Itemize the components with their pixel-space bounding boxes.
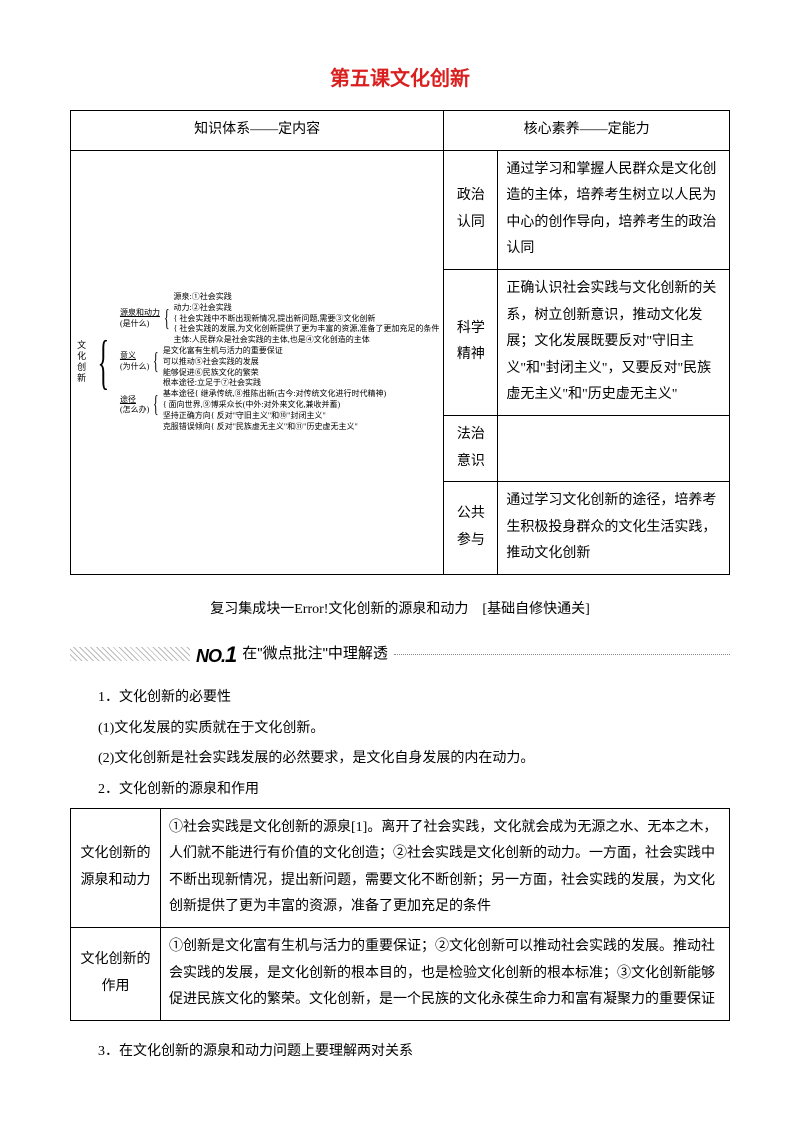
row-label-1: 科学精神 (444, 269, 498, 415)
t2-label-0: 文化创新的源泉和动力 (71, 808, 161, 927)
para-1: 1．文化创新的必要性 (70, 685, 730, 712)
row-text-0: 通过学习和掌握人民群众是文化创造的主体，培养考生树立以人民为中心的创作导向，培养… (498, 150, 730, 269)
header-left: 知识体系——定内容 (71, 111, 444, 151)
dots-decoration (394, 654, 730, 655)
para-1a: (1)文化发展的实质就在于文化创新。 (70, 716, 730, 743)
row-text-2 (498, 415, 730, 481)
header-right: 核心素养——定能力 (444, 111, 730, 151)
diagram-lines: 源泉和动力 (是什么) { 源泉:①社会实践 动力:②社会实践 { 社会实践中不… (120, 292, 439, 432)
t2-label-1: 文化创新的作用 (71, 928, 161, 1021)
row-text-1: 正确认识社会实践与文化创新的关系，树立创新意识，推动文化发展；文化发展既要反对"… (498, 269, 730, 415)
row-label-0: 政治认同 (444, 150, 498, 269)
para-1b: (2)文化创新是社会实践发展的必然要求，是文化自身发展的内在动力。 (70, 746, 730, 773)
knowledge-diagram-cell: 文化创新 { 源泉和动力 (是什么) { 源泉:①社会实践 动力:②社会实践 {… (71, 150, 444, 574)
page-title: 第五课文化创新 (70, 60, 730, 98)
row-label-2: 法治意识 (444, 415, 498, 481)
row-text-3: 通过学习文化创新的途径，培养考生积极投身群众的文化生活实践，推动文化创新 (498, 482, 730, 575)
hatch-decoration (70, 647, 190, 661)
no1-text: 在"微点批注"中理解透 (242, 640, 388, 669)
para-3: 3．在文化创新的源泉和动力问题上要理解两对关系 (70, 1039, 730, 1066)
bracket-icon: { (98, 332, 110, 392)
t2-text-0: ①社会实践是文化创新的源泉[1]。离开了社会实践，文化就会成为无源之水、无本之木… (161, 808, 730, 927)
row-label-3: 公共参与 (444, 482, 498, 575)
no1-row: NO.1 在"微点批注"中理解透 (70, 634, 730, 676)
para-2: 2．文化创新的源泉和作用 (70, 777, 730, 804)
t2-text-1: ①创新是文化富有生机与活力的重要保证；②文化创新可以推动社会实践的发展。推动社会… (161, 928, 730, 1021)
table-2: 文化创新的源泉和动力 ①社会实践是文化创新的源泉[1]。离开了社会实践，文化就会… (70, 808, 730, 1021)
section-subtitle: 复习集成块一Error!文化创新的源泉和动力 [基础自修快通关] (70, 597, 730, 624)
top-table: 知识体系——定内容 核心素养——定能力 文化创新 { 源泉和动力 (是什么) {… (70, 110, 730, 575)
diagram-root: 文化创新 (75, 340, 87, 384)
no1-label: NO.1 (196, 634, 236, 676)
knowledge-diagram: 文化创新 { 源泉和动力 (是什么) { 源泉:①社会实践 动力:②社会实践 {… (75, 292, 439, 432)
